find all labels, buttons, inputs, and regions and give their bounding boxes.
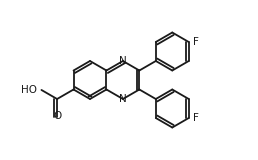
Text: N: N <box>119 56 127 66</box>
Text: HO: HO <box>21 85 37 95</box>
Text: F: F <box>193 37 199 47</box>
Text: F: F <box>193 113 199 123</box>
Text: N: N <box>119 94 127 104</box>
Text: O: O <box>53 111 61 121</box>
